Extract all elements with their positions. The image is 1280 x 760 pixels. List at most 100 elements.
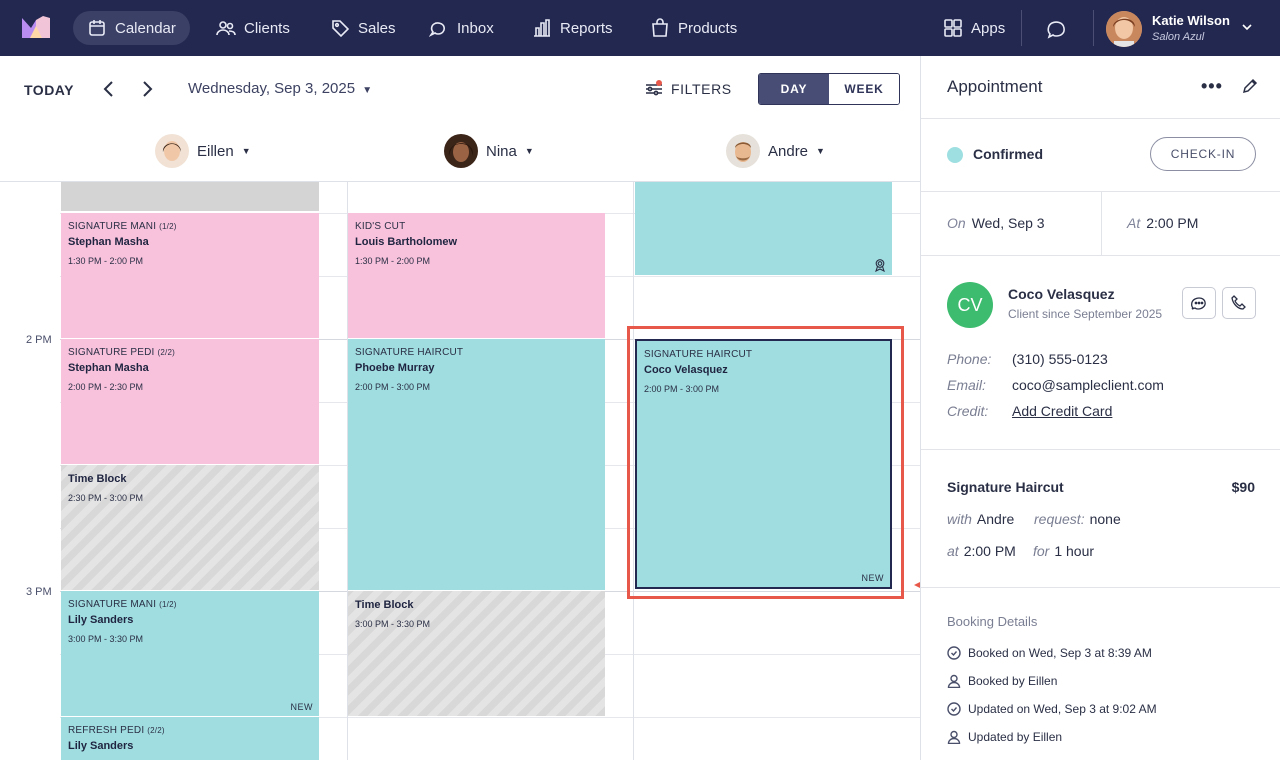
appointment-block[interactable]: REFRESH PEDI (2/2) Lily Sanders bbox=[61, 717, 319, 760]
staff-name: Nina bbox=[486, 142, 517, 160]
view-day-button[interactable]: DAY bbox=[759, 74, 829, 104]
service-name: Signature Haircut bbox=[947, 479, 1064, 495]
nav-sales-label: Sales bbox=[358, 19, 396, 37]
grid-icon bbox=[944, 19, 962, 37]
appointment-time: 1:30 PM - 2:00 PM bbox=[68, 256, 144, 266]
date-picker[interactable]: Wednesday, Sep 3, 2025 ▼ bbox=[188, 80, 372, 97]
appointment-client: Lily Sanders bbox=[68, 614, 134, 626]
chevron-left-icon[interactable] bbox=[99, 79, 119, 99]
staff-name: Eillen bbox=[197, 142, 234, 160]
appointment-time: 2:00 PM - 3:00 PM bbox=[644, 384, 720, 394]
appointment-block[interactable]: SIGNATURE MANI (1/2) Stephan Masha 1:30 … bbox=[61, 213, 319, 338]
phone-value[interactable]: (310) 555-0123 bbox=[1012, 351, 1108, 367]
time-block[interactable]: Time Block 2:30 PM - 3:00 PM bbox=[61, 465, 319, 590]
appointment-client: Time Block bbox=[355, 599, 414, 611]
appointment-time: At 2:00 PM bbox=[1127, 215, 1199, 231]
divider bbox=[921, 191, 1280, 192]
badge-icon bbox=[875, 259, 885, 272]
highlight-box bbox=[627, 326, 904, 599]
user-name[interactable]: Katie Wilson bbox=[1152, 13, 1230, 28]
staff-eillen[interactable]: Eillen ▼ bbox=[155, 134, 251, 168]
appointment-time: 1:30 PM - 2:00 PM bbox=[355, 256, 431, 266]
time-label: 3 PM bbox=[26, 586, 52, 598]
appointment-time: 2:30 PM - 3:00 PM bbox=[68, 493, 144, 503]
phone-icon bbox=[1231, 295, 1246, 310]
staff-name: Andre bbox=[768, 142, 809, 160]
filters-label: FILTERS bbox=[671, 81, 732, 97]
check-in-button[interactable]: CHECK-IN bbox=[1150, 137, 1256, 171]
caret-down-icon: ▼ bbox=[362, 85, 373, 96]
nav-products-label: Products bbox=[678, 19, 738, 37]
message-button[interactable] bbox=[1182, 287, 1216, 319]
shopping-bag-icon bbox=[652, 18, 668, 37]
status-dot bbox=[947, 147, 963, 163]
email-value[interactable]: coco@sampleclient.com bbox=[1012, 377, 1164, 393]
nav-clients-label: Clients bbox=[244, 19, 290, 37]
caret-down-icon: ▼ bbox=[816, 146, 825, 156]
messages-icon[interactable] bbox=[1046, 17, 1068, 39]
new-tag: NEW bbox=[861, 573, 884, 583]
phone-label: Phone: bbox=[947, 351, 992, 367]
nav-calendar[interactable]: Calendar bbox=[73, 11, 190, 45]
panel-title: Appointment bbox=[947, 77, 1043, 96]
staff-andre[interactable]: Andre ▼ bbox=[726, 134, 825, 168]
booking-detail-item: Updated on Wed, Sep 3 at 9:02 AM bbox=[947, 702, 1157, 716]
appointment-client: Stephan Masha bbox=[68, 362, 149, 374]
nav-sales[interactable]: Sales bbox=[316, 11, 410, 45]
appointment-block[interactable] bbox=[61, 182, 319, 211]
calendar-icon bbox=[89, 20, 105, 36]
divider bbox=[921, 118, 1280, 119]
booking-detail-item: Booked by Eillen bbox=[947, 674, 1057, 688]
chevron-down-icon[interactable] bbox=[1240, 20, 1254, 34]
user-salon: Salon Azul bbox=[1152, 31, 1205, 43]
client-since: Client since September 2025 bbox=[1008, 307, 1163, 321]
nav-apps[interactable]: Apps bbox=[929, 11, 1019, 45]
staff-nina[interactable]: Nina ▼ bbox=[444, 134, 534, 168]
more-options-icon[interactable]: ••• bbox=[1201, 76, 1223, 96]
appointment-block[interactable]: SIGNATURE PEDI (2/2) Stephan Masha 2:00 … bbox=[61, 339, 319, 464]
appointment-service: SIGNATURE HAIRCUT bbox=[644, 349, 753, 360]
nav-clients[interactable]: Clients bbox=[202, 11, 304, 45]
clock-check-icon bbox=[947, 646, 961, 660]
staff-avatar bbox=[155, 134, 189, 168]
call-button[interactable] bbox=[1222, 287, 1256, 319]
nav-products[interactable]: Products bbox=[636, 11, 751, 45]
view-week-button[interactable]: WEEK bbox=[829, 74, 899, 104]
appointment-service: KID'S CUT bbox=[355, 221, 406, 232]
chat-bubble-icon bbox=[1191, 297, 1206, 310]
add-credit-card-link[interactable]: Add Credit Card bbox=[1012, 403, 1113, 419]
nav-inbox-label: Inbox bbox=[457, 19, 494, 37]
app-logo-icon[interactable] bbox=[22, 16, 50, 38]
divider bbox=[921, 255, 1280, 256]
appointment-block[interactable]: SIGNATURE MANI (1/2) Lily Sanders 3:00 P… bbox=[61, 591, 319, 716]
filters-button[interactable]: FILTERS bbox=[645, 80, 732, 98]
appointment-client: Stephan Masha bbox=[68, 236, 149, 248]
nav-reports-label: Reports bbox=[560, 19, 613, 37]
appointment-client: Coco Velasquez bbox=[644, 364, 728, 376]
appointment-service: SIGNATURE HAIRCUT bbox=[355, 347, 464, 358]
selected-appointment[interactable]: SIGNATURE HAIRCUT Coco Velasquez 2:00 PM… bbox=[635, 339, 892, 589]
client-avatar: CV bbox=[947, 282, 993, 328]
appointment-block[interactable] bbox=[635, 182, 892, 275]
booking-details-title: Booking Details bbox=[947, 614, 1038, 629]
time-label: 2 PM bbox=[26, 334, 52, 346]
staff-avatar bbox=[726, 134, 760, 168]
service-start: at 2:00 PM bbox=[947, 543, 1016, 559]
new-tag: NEW bbox=[290, 702, 313, 712]
nav-inbox[interactable]: Inbox bbox=[415, 11, 508, 45]
appointment-block[interactable]: SIGNATURE HAIRCUT Phoebe Murray 2:00 PM … bbox=[348, 339, 605, 590]
appointment-date: On Wed, Sep 3 bbox=[947, 215, 1045, 231]
time-block[interactable]: Time Block 3:00 PM - 3:30 PM bbox=[348, 591, 605, 716]
appointment-service: SIGNATURE MANI (1/2) bbox=[68, 599, 177, 610]
user-avatar[interactable] bbox=[1106, 11, 1142, 47]
chevron-right-icon[interactable] bbox=[137, 79, 157, 99]
divider bbox=[921, 587, 1280, 588]
view-toggle: DAY WEEK bbox=[758, 73, 900, 105]
appointment-block[interactable]: KID'S CUT Louis Bartholomew 1:30 PM - 2:… bbox=[348, 213, 605, 338]
nav-reports[interactable]: Reports bbox=[518, 11, 627, 45]
person-icon bbox=[947, 730, 961, 744]
users-icon bbox=[216, 21, 236, 36]
pencil-icon[interactable] bbox=[1241, 77, 1259, 95]
today-button[interactable]: TODAY bbox=[24, 82, 74, 98]
client-name[interactable]: Coco Velasquez bbox=[1008, 286, 1115, 302]
